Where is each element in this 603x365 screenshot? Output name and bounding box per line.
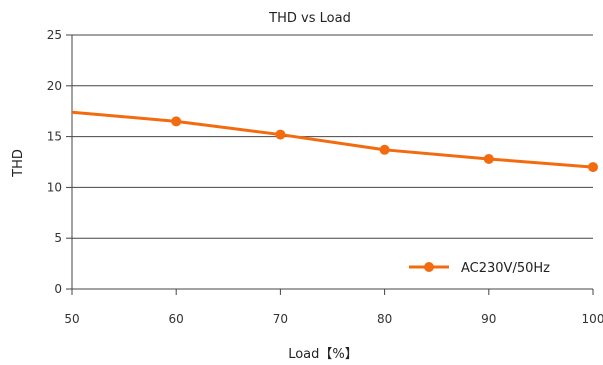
chart-title: THD vs Load: [268, 11, 351, 26]
series-group: [71, 110, 598, 173]
y-tick-labels: 0 5 10 15 20 25: [47, 28, 62, 296]
axes: [66, 34, 594, 295]
series-line-0: [71, 110, 594, 169]
x-axis-title: Load【%】: [288, 347, 358, 362]
legend: AC230V/50Hz: [409, 261, 550, 276]
data-point-100: [588, 162, 598, 173]
x-tick-label-80: 80: [377, 312, 392, 326]
x-tick-label-60: 60: [169, 312, 184, 326]
y-tick-label-20: 20: [47, 79, 62, 93]
y-tick-label-25: 25: [47, 28, 62, 42]
data-point-80: [379, 144, 390, 155]
data-point-60: [171, 116, 182, 127]
y-axis-title: THD: [11, 149, 26, 178]
data-point-70: [275, 129, 286, 140]
y-tick-label-15: 15: [47, 130, 62, 144]
y-tick-label-5: 5: [54, 231, 62, 245]
grid-lines: [72, 34, 593, 239]
data-point-90: [483, 153, 494, 164]
legend-label: AC230V/50Hz: [461, 261, 550, 276]
legend-marker: [424, 262, 434, 272]
x-tick-label-100: 100: [582, 312, 603, 326]
x-tick-label-50: 50: [64, 312, 79, 326]
y-tick-label-10: 10: [47, 180, 62, 194]
x-tick-label-70: 70: [273, 312, 288, 326]
x-tick-labels: 50 60 70 80 90 100: [64, 312, 603, 326]
x-tick-label-90: 90: [481, 312, 496, 326]
y-tick-label-0: 0: [54, 282, 62, 296]
